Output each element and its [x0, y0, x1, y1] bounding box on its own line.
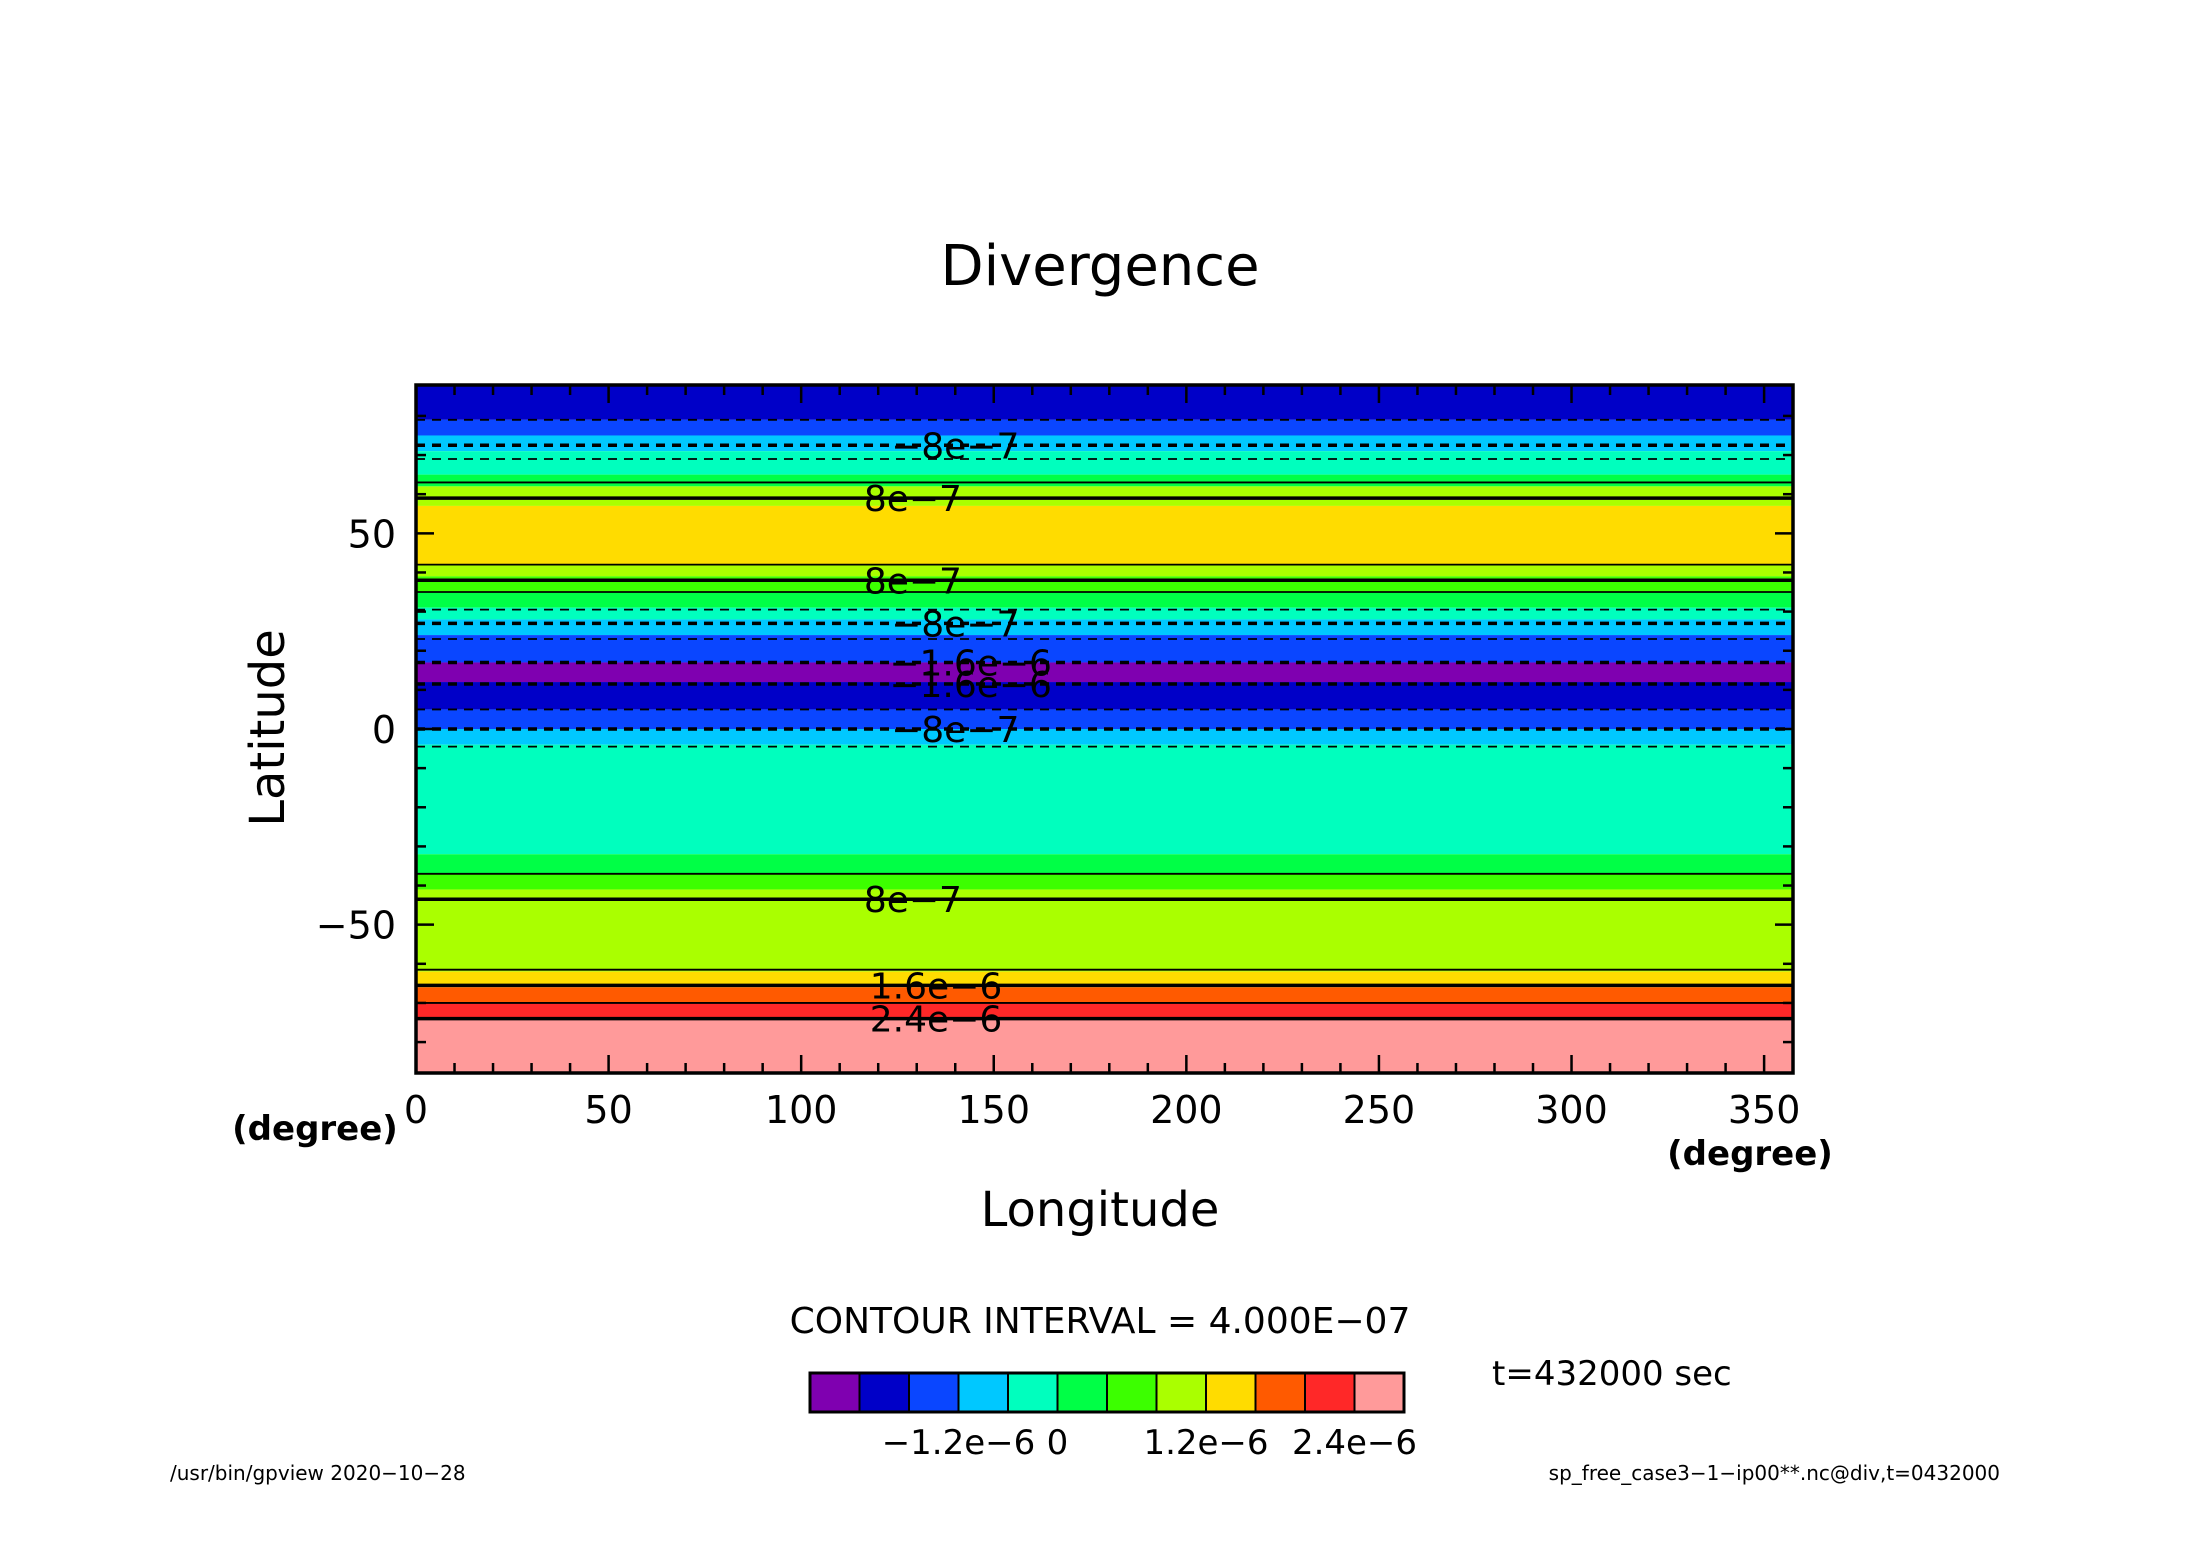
colorbar-cell — [908, 1372, 960, 1413]
x-tick-label: 300 — [1535, 1088, 1608, 1132]
contour-label: 8e−7 — [864, 479, 962, 520]
color-band — [416, 1002, 1793, 1019]
y-tick-label: −50 — [316, 904, 396, 948]
footer-left: /usr/bin/gpview 2020−10−28 — [170, 1461, 466, 1485]
colorbar-cell — [1304, 1372, 1356, 1413]
colorbar-cell — [1056, 1372, 1108, 1413]
footer-right: sp_free_case3−1−ip00**.nc@div,t=0432000 — [1549, 1461, 2000, 1485]
color-band — [416, 709, 1793, 729]
color-band — [416, 505, 1793, 565]
contour-label: 8e−7 — [864, 561, 962, 602]
colorbar-cell — [1353, 1372, 1405, 1413]
color-band — [416, 889, 1793, 972]
colorbar-cell — [858, 1372, 910, 1413]
contour-label: −1.6e−6 — [889, 665, 1052, 706]
contour-label: −8e−7 — [891, 426, 1019, 467]
color-band — [416, 385, 1793, 420]
x-tick-label: 250 — [1343, 1088, 1416, 1132]
color-band — [416, 435, 1793, 452]
colorbar: −1.2e−6 0 1.2e−6 2.4e−6 — [808, 1371, 1417, 1463]
y-tick-label: 0 — [372, 708, 396, 752]
band-layer — [416, 385, 1793, 1073]
colorbar-cell — [1205, 1372, 1257, 1413]
x-unit-right: (degree) — [1667, 1134, 1833, 1174]
x-tick-label: 150 — [957, 1088, 1030, 1132]
color-band — [416, 1018, 1793, 1073]
color-band — [416, 607, 1793, 620]
x-tick-label: 50 — [584, 1088, 632, 1132]
contour-interval-label: CONTOUR INTERVAL = 4.000E−07 — [790, 1301, 1411, 1342]
contour-label: 1.6e−6 — [870, 966, 1002, 1007]
contour-layer — [416, 418, 1793, 1021]
color-band — [416, 682, 1793, 710]
color-band — [416, 971, 1793, 988]
colorbar-cell — [1106, 1372, 1158, 1413]
x-axis-label: Longitude — [981, 1182, 1220, 1238]
contour-label: −8e−7 — [891, 604, 1019, 645]
color-band — [416, 564, 1793, 577]
x-unit-left: (degree) — [232, 1109, 398, 1149]
colorbar-tick-label: 1.2e−6 — [1143, 1423, 1268, 1463]
color-band — [416, 662, 1793, 683]
color-band — [416, 744, 1793, 855]
color-band — [416, 729, 1793, 745]
text-layer: Divergence Longitude Latitude (degree) (… — [170, 234, 2000, 1485]
x-tick-label: 0 — [404, 1088, 428, 1132]
colorbar-cell — [809, 1372, 861, 1413]
color-band — [416, 854, 1793, 874]
contour-label-layer: −8e−78e−78e−7−8e−7−1.6e−6−1.6e−6−8e−78e−… — [864, 426, 1052, 1040]
color-band — [416, 873, 1793, 890]
colorbar-tick-label: 0 — [1047, 1423, 1069, 1463]
y-tick-label: 50 — [348, 512, 396, 556]
colorbar-cell — [1254, 1372, 1306, 1413]
contour-label: 8e−7 — [864, 880, 962, 921]
color-band — [416, 592, 1793, 608]
colorbar-cell — [957, 1372, 1009, 1413]
colorbar-frame — [808, 1371, 1406, 1414]
color-band — [416, 987, 1793, 1003]
contour-label: 2.4e−6 — [870, 1000, 1002, 1041]
x-tick-label: 100 — [765, 1088, 838, 1132]
axes-layer: 0 50 100 150 200 250 300 350 50 0 −50 — [316, 383, 1801, 1132]
x-tick-label: 350 — [1728, 1088, 1801, 1132]
colorbar-cell — [1007, 1372, 1059, 1413]
colorbar-tick-label: 2.4e−6 — [1292, 1423, 1417, 1463]
color-band — [416, 419, 1793, 436]
chart-title: Divergence — [940, 234, 1259, 299]
color-band — [416, 451, 1793, 475]
time-label: t=432000 sec — [1492, 1354, 1732, 1394]
colorbar-cell — [1155, 1372, 1207, 1413]
contour-label: −1.6e−6 — [889, 643, 1052, 684]
y-axis-label: Latitude — [240, 629, 296, 827]
color-band — [416, 486, 1793, 506]
color-band — [416, 474, 1793, 487]
colorbar-tick-label: −1.2e−6 — [882, 1423, 1036, 1463]
contour-label: −8e−7 — [891, 710, 1019, 751]
x-tick-label: 200 — [1150, 1088, 1223, 1132]
